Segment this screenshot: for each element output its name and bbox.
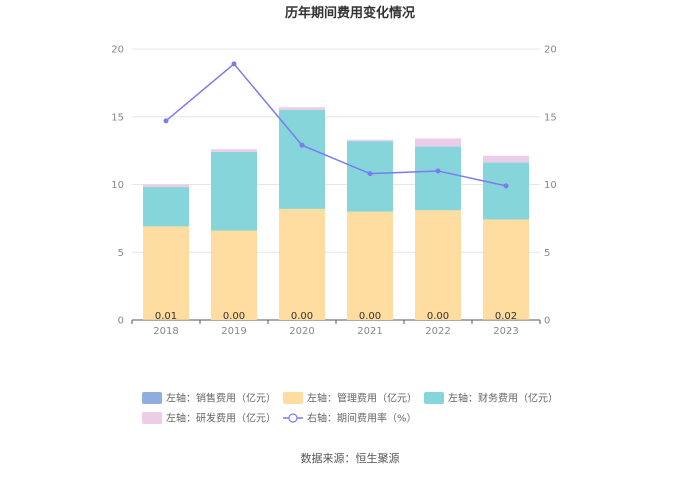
x-axis-tick-label: 2019 [221,326,246,337]
bars [143,107,529,320]
legend-item[interactable]: 左轴：财务费用（亿元） [424,392,558,405]
bar-value-label: 0.00 [427,311,449,322]
bar-segment [279,107,325,110]
bar-segment [347,141,393,211]
legend-label: 左轴：财务费用（亿元） [448,392,558,405]
bar-segment [347,212,393,320]
left-axis-tick-label: 5 [118,248,124,259]
legend-swatch-marker [289,414,297,422]
x-axis-tick-label: 2018 [153,326,178,337]
line-point [164,119,168,123]
bar-segment [415,138,461,146]
bar-value-label: 0.01 [155,311,177,322]
right-axis-tick-label: 10 [544,180,557,191]
line-point [368,172,372,176]
bar-segment [211,149,257,152]
right-axis-tick-label: 15 [544,112,557,123]
bar-segment [347,140,393,141]
bar-segment [483,219,529,319]
bar-segment [211,152,257,231]
left-axis-tick-label: 15 [111,112,124,123]
bar-value-label: 0.00 [291,311,313,322]
legend[interactable]: 左轴：销售费用（亿元） 左轴：管理费用（亿元） 左轴：财务费用（亿元） 左轴：研发费用… [142,392,558,425]
legend-swatch [424,392,444,404]
left-axis-tick-label: 0 [118,316,124,327]
bar-segment [415,210,461,320]
bar-segment [143,184,189,187]
bar-segment [143,187,189,226]
legend-label: 左轴：销售费用（亿元） [166,392,276,405]
bar-segment [483,156,529,163]
legend-label: 左轴：研发费用（亿元） [166,412,276,425]
line-point [300,143,304,147]
legend-item[interactable]: 左轴：研发费用（亿元） [142,412,276,425]
x-axis-tick-label: 2023 [493,326,518,337]
legend-label: 左轴：管理费用（亿元） [307,392,417,405]
bar-value-label: 0.00 [223,311,245,322]
legend-label: 右轴：期间费用率（%） [307,412,417,425]
bar-segment [415,147,461,211]
line-point [504,184,508,188]
bar-value-label: 0.02 [495,311,517,322]
left-axis-tick-label: 10 [111,180,124,191]
x-axis-tick-label: 2021 [357,326,382,337]
line-point [232,62,236,66]
legend-item[interactable]: 左轴：销售费用（亿元） [142,392,276,405]
gridlines [132,49,540,252]
bar-segment [483,163,529,220]
bar-segment [279,209,325,320]
right-axis-tick-label: 5 [544,248,550,259]
data-source: 数据来源：恒生聚源 [301,451,400,465]
bar-segment [143,226,189,319]
chart-title: 历年期间费用变化情况 [285,5,415,21]
right-axis-tick-label: 0 [544,316,550,327]
legend-swatch [142,392,162,404]
x-axis-tick-label: 2022 [425,326,450,337]
legend-swatch [142,412,162,424]
legend-item[interactable]: 右轴：期间费用率（%） [283,412,417,425]
bar-segment [211,231,257,320]
legend-swatch [283,392,303,404]
right-axis-tick-label: 20 [544,45,557,56]
x-axis-tick-label: 2020 [289,326,314,337]
left-axis-tick-label: 20 [111,45,124,56]
bar-value-label: 0.00 [359,311,381,322]
line-point [436,169,440,173]
legend-item[interactable]: 左轴：管理费用（亿元） [283,392,417,405]
